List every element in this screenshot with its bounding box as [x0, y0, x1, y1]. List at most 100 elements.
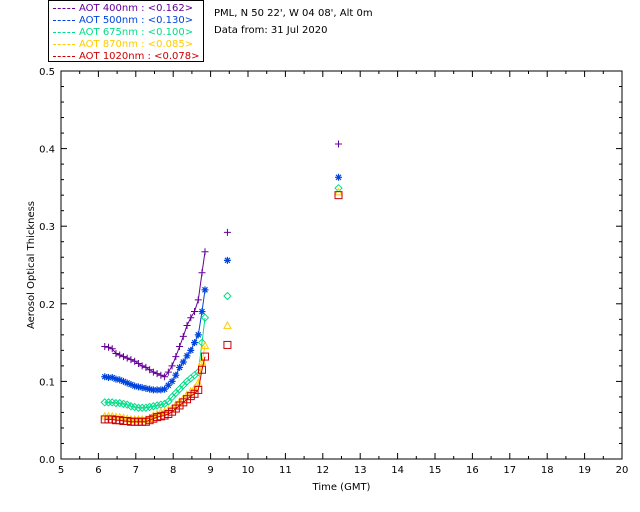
legend-item-1020nm: AOT 1020nm : <0.078>	[53, 51, 199, 63]
data-point	[123, 379, 131, 387]
legend-swatch	[53, 31, 75, 33]
legend-item-675nm: AOT 675nm : <0.100>	[53, 27, 193, 39]
data-point	[200, 341, 210, 350]
data-point	[164, 381, 172, 389]
data-point	[112, 375, 120, 383]
data-point	[161, 373, 169, 381]
data-point	[153, 386, 161, 394]
data-point	[142, 363, 150, 371]
data-point	[223, 291, 232, 301]
y-tick-label: 0.0	[39, 455, 55, 466]
data-point	[223, 256, 231, 264]
data-point	[127, 356, 135, 364]
legend-item-400nm: AOT 400nm : <0.162>	[53, 3, 193, 15]
x-tick-label: 15	[429, 465, 442, 476]
data-point	[198, 308, 206, 316]
data-point	[187, 314, 195, 322]
plot-frame	[60, 70, 623, 460]
data-point	[194, 385, 203, 394]
data-point	[149, 386, 157, 394]
data-point	[149, 368, 157, 376]
data-point	[200, 313, 210, 322]
series-1	[101, 173, 343, 394]
x-tick-label: 20	[616, 465, 629, 476]
location-info: PML, N 50 22', W 04 08', Alt 0m	[214, 8, 373, 19]
data-point	[183, 352, 191, 360]
data-point	[112, 349, 120, 357]
data-point	[334, 191, 343, 200]
data-point	[123, 354, 131, 362]
data-point	[138, 362, 146, 370]
series-4	[100, 191, 343, 426]
x-axis-label: Time (GMT)	[312, 482, 371, 493]
data-point	[119, 353, 127, 361]
y-tick-label: 0.2	[39, 300, 55, 311]
data-point	[187, 346, 195, 354]
x-tick-label: 8	[170, 465, 176, 476]
data-point	[183, 322, 191, 330]
data-point	[131, 382, 139, 390]
x-tick-label: 12	[316, 465, 329, 476]
data-point	[134, 383, 142, 391]
y-tick-label: 0.3	[39, 222, 55, 233]
legend-item-870nm: AOT 870nm : <0.085>	[53, 39, 193, 51]
legend-label: AOT 675nm : <0.100>	[79, 27, 194, 38]
data-point	[168, 377, 176, 385]
y-axis-label: Aerosol Optical Thickness	[26, 201, 37, 329]
series-0	[101, 140, 343, 381]
data-point	[179, 332, 187, 340]
data-point	[145, 402, 154, 412]
data-point	[100, 398, 109, 407]
data-point	[161, 385, 169, 393]
data-point	[157, 386, 165, 394]
data-point	[223, 228, 231, 236]
data-point	[197, 365, 206, 374]
x-tick-label: 11	[279, 465, 292, 476]
data-point	[200, 352, 209, 361]
legend-swatch	[53, 55, 75, 57]
y-tick-label: 0.4	[39, 145, 55, 156]
x-tick-label: 18	[541, 465, 554, 476]
data-point	[116, 376, 124, 384]
x-tick-label: 19	[578, 465, 591, 476]
data-point	[198, 269, 206, 277]
legend-label: AOT 400nm : <0.162>	[79, 3, 194, 14]
series-2	[100, 183, 343, 412]
legend-swatch	[53, 7, 75, 9]
data-point	[101, 342, 109, 350]
y-tick-label: 0.5	[39, 67, 55, 78]
legend-label: AOT 870nm : <0.085>	[79, 39, 194, 50]
x-tick-label: 7	[133, 465, 139, 476]
x-tick-label: 10	[242, 465, 255, 476]
data-point	[191, 339, 199, 347]
data-date-info: Data from: 31 Jul 2020	[214, 25, 328, 36]
data-point	[197, 338, 207, 347]
data-point	[149, 402, 158, 411]
data-point	[157, 371, 165, 379]
data-point	[116, 351, 124, 359]
series-line	[104, 251, 206, 378]
data-point	[146, 385, 154, 393]
legend-swatch	[53, 43, 75, 45]
data-point	[131, 357, 139, 365]
data-point	[194, 331, 202, 339]
data-point	[179, 358, 187, 366]
data-point	[127, 381, 135, 389]
data-point	[194, 296, 202, 304]
legend-label: AOT 1020nm : <0.078>	[79, 51, 200, 62]
data-point	[176, 342, 184, 350]
data-point	[142, 384, 150, 392]
data-point	[101, 373, 109, 381]
data-point	[137, 403, 147, 412]
x-tick-label: 14	[391, 465, 404, 476]
data-point	[104, 343, 112, 351]
legend-swatch	[53, 19, 75, 21]
series-line	[104, 356, 206, 423]
data-point	[164, 368, 172, 376]
data-point	[172, 353, 180, 361]
data-point	[153, 370, 161, 378]
x-tick-label: 16	[466, 465, 479, 476]
series-line	[104, 289, 206, 391]
data-point	[201, 248, 209, 256]
